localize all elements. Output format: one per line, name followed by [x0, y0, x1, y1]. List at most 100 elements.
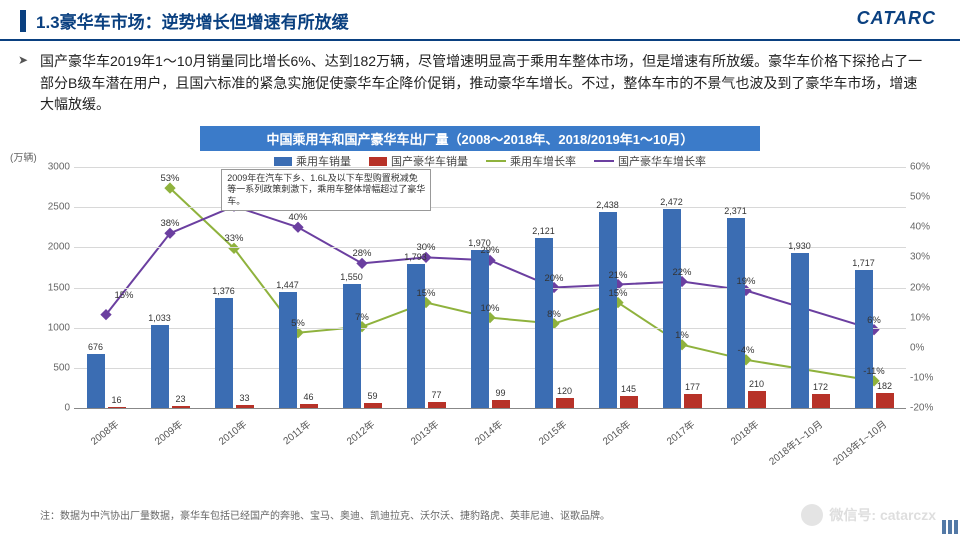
line-value-label: 15% — [114, 289, 133, 300]
line-value-label: 40% — [288, 212, 307, 223]
bar-luxury — [812, 394, 830, 408]
wechat-icon — [801, 504, 823, 526]
y-tick-right: 20% — [910, 282, 940, 293]
bar-value-label: 2,121 — [519, 226, 569, 236]
y-tick-right: 50% — [910, 192, 940, 203]
y-tick-right: -10% — [910, 372, 940, 383]
x-tick-label: 2017年 — [663, 416, 698, 448]
x-tick-label: 2008年 — [87, 416, 122, 448]
line-value-label: -4% — [738, 345, 755, 356]
bar-value-label: 1,930 — [775, 241, 825, 251]
x-tick-label: 2012年 — [343, 416, 378, 448]
y-tick-left: 3000 — [40, 162, 70, 173]
bar-value-label: 1,033 — [135, 313, 185, 323]
y-tick-right: 10% — [910, 312, 940, 323]
line-value-label: 38% — [160, 218, 179, 229]
y-axis-left-label: (万辆) — [10, 149, 37, 164]
wechat-watermark: 微信号: catarczx — [801, 504, 936, 526]
legend-swatch — [594, 160, 614, 162]
bar-luxury — [556, 398, 574, 408]
line-value-label: 33% — [224, 233, 243, 244]
line-value-label: 1% — [675, 330, 689, 341]
slide-header: 1.3豪华车市场： 逆势增长但增速有所放缓 — [0, 0, 960, 41]
bar-passenger — [663, 209, 681, 408]
x-tick-label: 2019年1~10月 — [829, 416, 889, 468]
legend-swatch — [274, 157, 292, 166]
bar-value-label: 182 — [860, 381, 910, 391]
y-tick-left: 500 — [40, 362, 70, 373]
line-value-label: 30% — [416, 242, 435, 253]
bar-value-label: 2,472 — [647, 197, 697, 207]
bar-value-label: 1,793 — [391, 252, 441, 262]
x-tick-label: 2018年 — [727, 416, 762, 448]
x-tick-label: 2011年 — [279, 416, 313, 447]
bar-luxury — [108, 407, 126, 408]
legend-swatch — [369, 157, 387, 166]
chart-plot-area: 050010001500200025003000-20%-10%0%10%20%… — [74, 167, 906, 408]
bar-value-label: 77 — [412, 390, 462, 400]
x-tick-label: 2010年 — [215, 416, 250, 448]
bar-luxury — [236, 405, 254, 408]
line-value-label: 10% — [480, 302, 499, 313]
bar-passenger — [407, 264, 425, 408]
line-value-label: 21% — [608, 269, 627, 280]
bar-passenger — [279, 292, 297, 408]
section-title: 逆势增长但增速有所放缓 — [162, 8, 349, 33]
bar-passenger — [471, 250, 489, 408]
bar-luxury — [748, 391, 766, 408]
bar-value-label: 33 — [220, 393, 270, 403]
y-tick-right: -20% — [910, 403, 940, 414]
line-value-label: 19% — [736, 275, 755, 286]
y-tick-left: 1000 — [40, 322, 70, 333]
bar-value-label: 172 — [796, 382, 846, 392]
bullet-icon: ➤ — [18, 51, 28, 70]
bar-luxury — [620, 396, 638, 408]
chart-title-box: 中国乘用车和国产豪华车出厂量（2008～2018年、2018/2019年1～10… — [200, 126, 760, 151]
wechat-text: 微信号: catarczx — [829, 505, 936, 525]
bar-luxury — [684, 394, 702, 408]
line-value-label: 22% — [672, 266, 691, 277]
bar-luxury — [428, 402, 446, 408]
body-text-content: 国产豪华车2019年1～10月销量同比增长6%、达到182万辆，尽管增速明显高于… — [40, 53, 922, 112]
brand-logo: CATARC — [857, 8, 936, 29]
bar-value-label: 1,550 — [327, 272, 377, 282]
line-value-label: 28% — [352, 248, 371, 259]
bar-value-label: 676 — [71, 342, 121, 352]
bar-passenger — [535, 238, 553, 408]
bar-value-label: 1,717 — [839, 258, 889, 268]
chart-footnote: 注：数据为中汽协出厂量数据，豪华车包括已经国产的奔驰、宝马、奥迪、凯迪拉克、沃尔… — [40, 507, 610, 522]
bar-value-label: 46 — [284, 392, 334, 402]
bar-luxury — [364, 403, 382, 408]
y-tick-right: 40% — [910, 222, 940, 233]
x-tick-label: 2013年 — [407, 416, 442, 448]
bar-passenger — [215, 298, 233, 409]
legend-swatch — [486, 160, 506, 162]
x-tick-label: 2014年 — [471, 416, 506, 448]
bar-value-label: 99 — [476, 388, 526, 398]
bar-luxury — [492, 400, 510, 408]
x-tick-label: 2016年 — [599, 416, 634, 448]
line-value-label: 5% — [291, 318, 305, 329]
y-tick-left: 0 — [40, 403, 70, 414]
chart-annotation: 2009年在汽车下乡、1.6L及以下车型购置税减免等一系列政策刺激下，乘用车整体… — [221, 169, 431, 211]
x-tick-label: 2009年 — [151, 416, 186, 448]
bar-passenger — [343, 284, 361, 409]
y-tick-left: 2500 — [40, 202, 70, 213]
body-paragraph: ➤ 国产豪华车2019年1～10月销量同比增长6%、达到182万辆，尽管增速明显… — [0, 41, 960, 122]
x-tick-label: 2018年1~10月 — [765, 416, 825, 468]
bar-value-label: 16 — [92, 395, 142, 405]
y-tick-left: 2000 — [40, 242, 70, 253]
line-value-label: -11% — [863, 366, 884, 377]
line-value-label: 15% — [416, 287, 435, 298]
header-accent-bar — [20, 10, 26, 32]
bar-value-label: 1,447 — [263, 280, 313, 290]
bar-value-label: 145 — [604, 384, 654, 394]
y-tick-right: 0% — [910, 342, 940, 353]
section-number: 1.3豪华车市场： — [36, 8, 162, 33]
bar-luxury — [300, 404, 318, 408]
line-value-label: 20% — [544, 272, 563, 283]
bar-value-label: 23 — [156, 394, 206, 404]
bar-luxury — [876, 393, 894, 408]
chart-container: 乘用车销量 国产豪华车销量 乘用车增长率 国产豪华车增长率 (万辆) 05001… — [40, 153, 940, 463]
bar-value-label: 2,371 — [711, 206, 761, 216]
